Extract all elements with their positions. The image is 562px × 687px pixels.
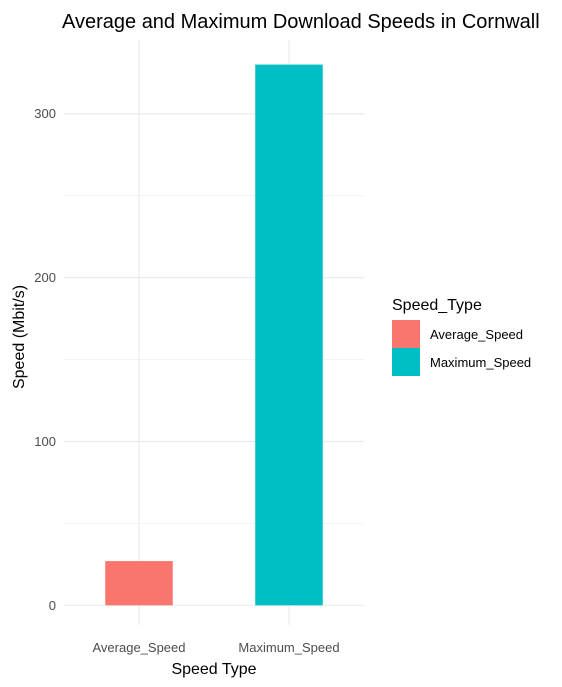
x-tick-label: Maximum_Speed: [238, 640, 339, 655]
x-axis-ticks: Average_Speed Maximum_Speed: [92, 640, 339, 655]
y-tick-label: 100: [34, 434, 56, 449]
legend-label: Maximum_Speed: [430, 355, 531, 370]
legend-label: Average_Speed: [430, 327, 523, 342]
x-axis-title: Speed Type: [171, 661, 256, 678]
y-tick-label: 300: [34, 106, 56, 121]
legend-swatch: [392, 320, 420, 348]
bar-average-speed: [105, 561, 173, 605]
chart-title: Average and Maximum Download Speeds in C…: [62, 11, 540, 33]
y-tick-label: 200: [34, 270, 56, 285]
y-axis-title: Speed (Mbit/s): [11, 285, 28, 389]
y-axis-ticks: 0 100 200 300: [34, 106, 56, 613]
bar-maximum-speed: [255, 65, 323, 606]
y-tick-label: 0: [49, 598, 56, 613]
x-tick-label: Average_Speed: [92, 640, 185, 655]
bars: [105, 65, 323, 606]
legend-title: Speed_Type: [392, 297, 482, 314]
legend-swatch: [392, 348, 420, 376]
legend: Speed_Type Average_Speed Maximum_Speed: [392, 297, 531, 376]
